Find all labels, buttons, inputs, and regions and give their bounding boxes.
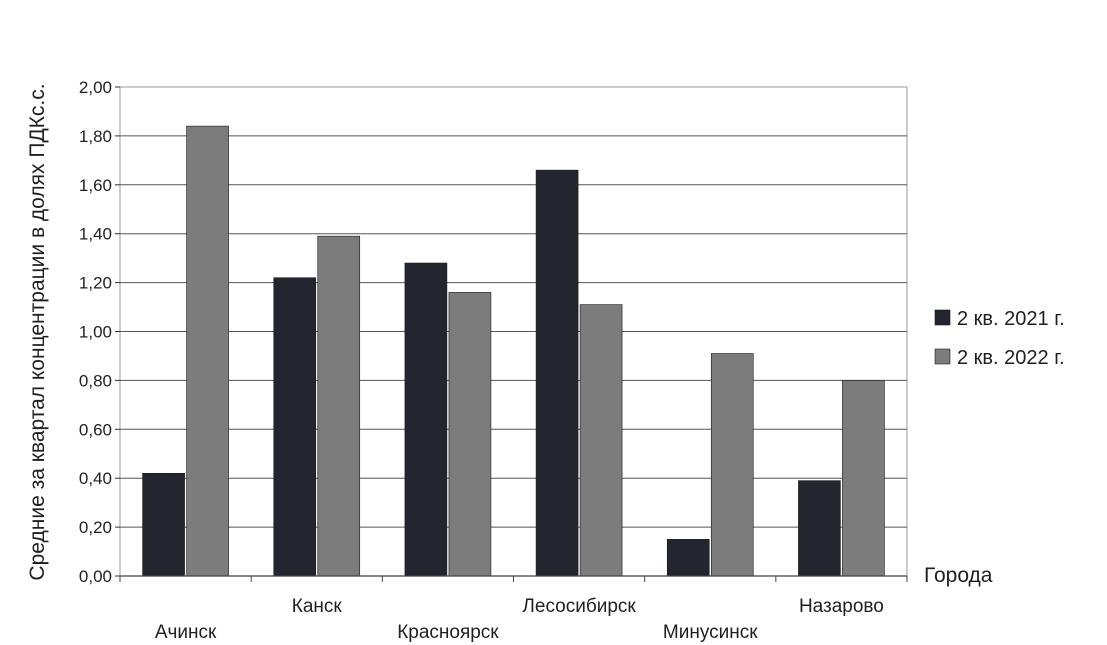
x-category-label: Назарово <box>799 596 884 617</box>
y-tick-label: 0,40 <box>79 469 112 488</box>
legend-swatch-2022 <box>934 348 951 365</box>
bar-2021-4 <box>666 539 710 577</box>
y-tick-label: 0,60 <box>79 420 112 439</box>
x-axis-category-labels: Ачинск Канск Красноярск Лесосибирск Минусинс… <box>155 596 884 643</box>
x-axis-title: Города <box>924 564 993 587</box>
bars <box>142 125 885 577</box>
y-tick-label: 1,80 <box>79 127 112 146</box>
y-axis-ticks: 0,00 0,20 0,40 0,60 0,80 1,00 1,20 1,40 1,60 1,80… <box>79 78 120 586</box>
y-tick-label: 0,20 <box>79 518 112 537</box>
x-category-label: Ачинск <box>155 622 217 643</box>
bar-2022-0 <box>186 125 229 577</box>
bar-2021-1 <box>273 277 317 577</box>
x-category-label: Лесосибирск <box>522 596 636 617</box>
y-tick-label: 1,60 <box>79 176 112 195</box>
y-tick-label: 0,80 <box>79 371 112 390</box>
x-category-label: Канск <box>292 596 343 617</box>
legend-label-2022: 2 кв. 2022 г. <box>957 347 1065 369</box>
legend-swatch-2021 <box>934 309 951 326</box>
bar-2022-3 <box>579 304 623 577</box>
legend: 2 кв. 2021 г. 2 кв. 2022 г. <box>934 308 1065 369</box>
gridlines <box>120 135 907 528</box>
x-category-label: Минусинск <box>663 622 758 643</box>
bar-2022-4 <box>710 353 754 577</box>
y-tick-label: 1,40 <box>79 225 112 244</box>
bar-2021-5 <box>798 480 841 577</box>
x-category-label: Красноярск <box>397 622 499 643</box>
y-tick-label: 1,20 <box>79 274 112 293</box>
bar-2022-2 <box>448 292 492 577</box>
bar-2021-0 <box>142 473 185 577</box>
bar-2022-5 <box>842 380 885 577</box>
y-tick-label: 0,00 <box>79 567 112 586</box>
x-axis <box>119 575 908 582</box>
y-tick-label: 1,00 <box>79 323 112 342</box>
y-axis-title: Средние за квартал концентрации в долях … <box>26 83 49 580</box>
y-tick-label: 2,00 <box>79 78 112 97</box>
bar-2021-2 <box>404 262 448 577</box>
legend-label-2021: 2 кв. 2021 г. <box>957 308 1065 330</box>
bar-2022-1 <box>317 235 361 577</box>
bar-2021-3 <box>535 169 579 577</box>
